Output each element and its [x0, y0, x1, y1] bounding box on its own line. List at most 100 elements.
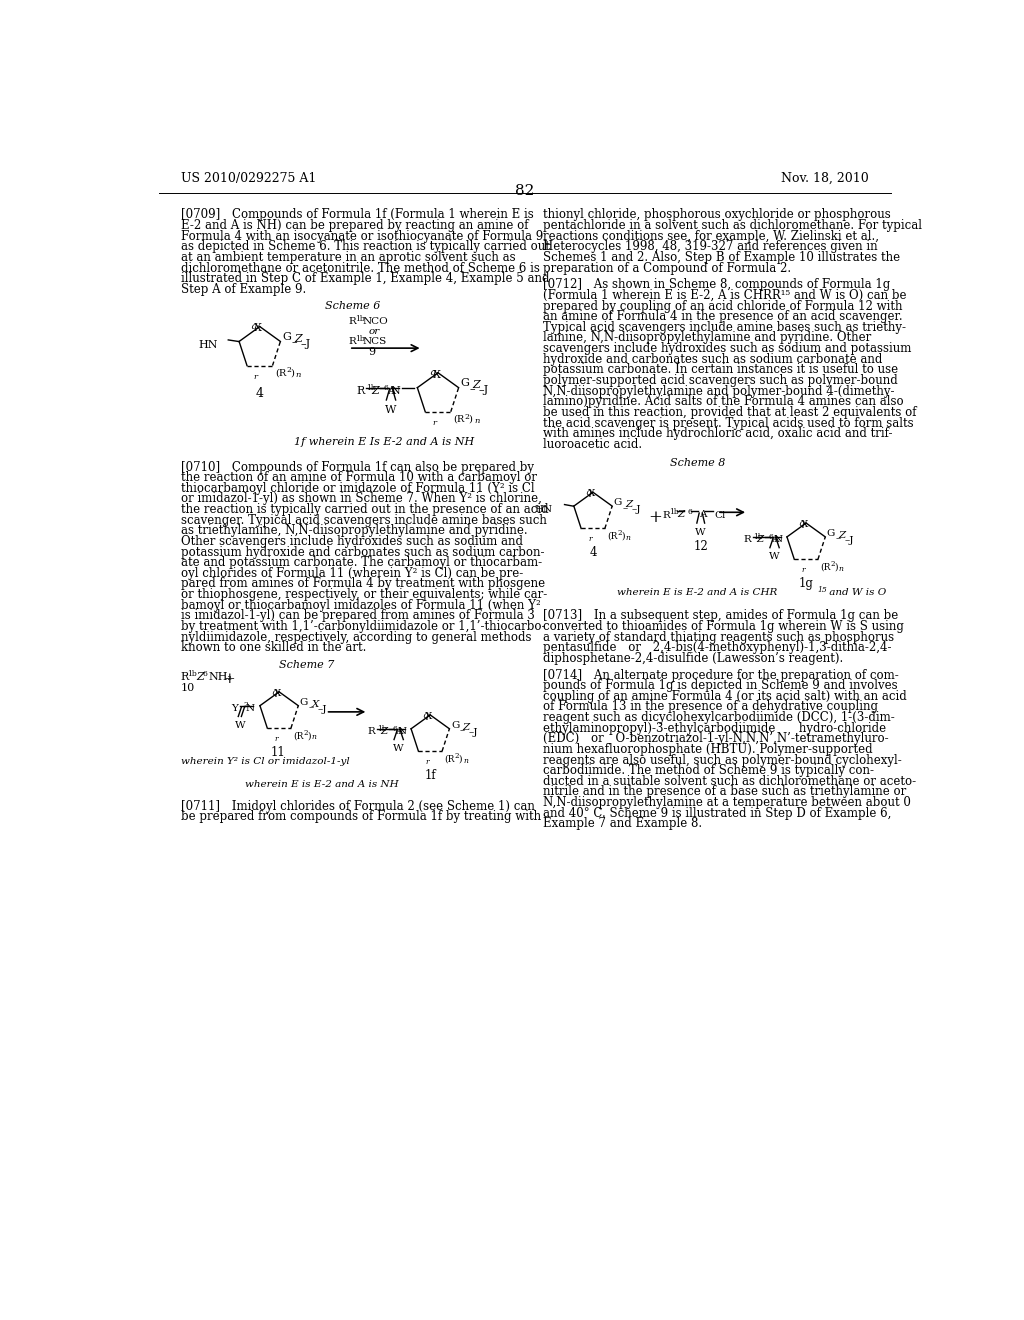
Text: ): ): [835, 562, 838, 572]
Text: (Formula 1 wherein E is E-2, A is CHRR¹⁵ and W is O) can be: (Formula 1 wherein E is E-2, A is CHRR¹⁵…: [543, 289, 906, 302]
Text: –: –: [469, 384, 475, 393]
Text: thiocarbamoyl chloride or imidazole of Formula 11 (Y² is Cl: thiocarbamoyl chloride or imidazole of F…: [180, 482, 535, 495]
Text: n: n: [463, 756, 468, 764]
Text: W: W: [385, 405, 396, 414]
Text: Formula 4 with an isocyanate or isothiocyanate of Formula 9: Formula 4 with an isocyanate or isothioc…: [180, 230, 543, 243]
Text: ): ): [291, 368, 294, 378]
Text: W: W: [234, 721, 245, 730]
Text: Typical acid scavengers include amine bases such as triethy-: Typical acid scavengers include amine ba…: [543, 321, 905, 334]
Text: A: A: [771, 536, 778, 544]
Text: lamine, N,N-diisopropylethylamine and pyridine. Other: lamine, N,N-diisopropylethylamine and py…: [543, 331, 870, 345]
Text: –: –: [460, 726, 465, 735]
Text: n: n: [626, 533, 631, 543]
Text: 4: 4: [589, 546, 597, 560]
Text: nitrile and in the presence of a base such as triethylamine or: nitrile and in the presence of a base su…: [543, 785, 906, 799]
Text: 2: 2: [303, 729, 308, 737]
Text: n: n: [312, 734, 316, 742]
Text: Cl: Cl: [714, 511, 725, 520]
Text: wherein Y² is Cl or imidazol-1-yl: wherein Y² is Cl or imidazol-1-yl: [180, 758, 349, 767]
Text: G: G: [826, 529, 836, 539]
Text: 1b: 1b: [669, 508, 679, 516]
Text: Example 7 and Example 8.: Example 7 and Example 8.: [543, 817, 701, 830]
Text: Other scavengers include hydroxides such as sodium and: Other scavengers include hydroxides such…: [180, 535, 522, 548]
Text: q: q: [423, 711, 428, 721]
Text: X: X: [273, 689, 282, 698]
Text: Z: Z: [839, 531, 846, 540]
Text: as depicted in Scheme 6. This reaction is typically carried out: as depicted in Scheme 6. This reaction i…: [180, 240, 550, 253]
Text: pared from amines of Formula 4 by treatment with phosgene: pared from amines of Formula 4 by treatm…: [180, 577, 545, 590]
Text: 11: 11: [270, 746, 285, 759]
Text: Step A of Example 9.: Step A of Example 9.: [180, 282, 306, 296]
Text: 6: 6: [203, 669, 207, 677]
Text: or: or: [369, 327, 380, 337]
Text: q: q: [586, 488, 591, 498]
Text: Heterocycles 1998, 48, 319-327 and references given in: Heterocycles 1998, 48, 319-327 and refer…: [543, 240, 878, 253]
Text: G: G: [451, 721, 460, 730]
Text: G: G: [460, 379, 469, 388]
Text: by treatment with 1,1’-carbonyldiimidazole or 1,1’-thiocarbo-: by treatment with 1,1’-carbonyldiimidazo…: [180, 620, 545, 632]
Text: pentasulfide or 2,4-bis(4-methoxyphenyl)-1,3-dithia-2,4-: pentasulfide or 2,4-bis(4-methoxyphenyl)…: [543, 642, 891, 655]
Text: q: q: [271, 688, 278, 697]
Text: (R: (R: [607, 532, 617, 541]
Text: oyl chlorides of Formula 11 (wherein Y² is Cl) can be pre-: oyl chlorides of Formula 11 (wherein Y² …: [180, 566, 523, 579]
Text: the reaction of an amine of Formula 10 with a carbamoyl or: the reaction of an amine of Formula 10 w…: [180, 471, 537, 484]
Text: A: A: [387, 387, 395, 396]
Text: 6: 6: [383, 384, 388, 392]
Text: coupling of an amine Formula 4 (or its acid salt) with an acid: coupling of an amine Formula 4 (or its a…: [543, 690, 906, 702]
Text: –: –: [291, 338, 297, 347]
Text: 2: 2: [617, 529, 622, 537]
Text: wherein E is E-2 and A is CHR: wherein E is E-2 and A is CHR: [617, 587, 778, 597]
Text: –J: –J: [845, 536, 854, 545]
Text: X: X: [254, 323, 262, 334]
Text: 1f wherein E Is E-2 and A is NH: 1f wherein E Is E-2 and A is NH: [294, 437, 474, 447]
Text: 9: 9: [369, 347, 376, 356]
Text: nyldiimidazole, respectively, according to general methods: nyldiimidazole, respectively, according …: [180, 631, 531, 644]
Text: –J: –J: [479, 385, 489, 396]
Text: Z: Z: [677, 510, 684, 519]
Text: 2: 2: [287, 367, 292, 375]
Text: r: r: [432, 420, 436, 428]
Text: pentachloride in a solvent such as dichloromethane. For typical: pentachloride in a solvent such as dichl…: [543, 219, 922, 232]
Text: 1b: 1b: [753, 533, 763, 541]
Text: and 40° C. Scheme 9 is illustrated in Step D of Example 6,: and 40° C. Scheme 9 is illustrated in St…: [543, 807, 891, 820]
Text: 10: 10: [180, 682, 195, 693]
Text: wherein E is E-2 and A is NH: wherein E is E-2 and A is NH: [245, 780, 398, 789]
Text: N,N-diisopropylethylamine and polymer-bound 4-(dimethy-: N,N-diisopropylethylamine and polymer-bo…: [543, 384, 894, 397]
Text: polymer-supported acid scavengers such as polymer-bound: polymer-supported acid scavengers such a…: [543, 374, 897, 387]
Text: Nov. 18, 2010: Nov. 18, 2010: [781, 173, 869, 185]
Text: [0714] An alternate procedure for the preparation of com-: [0714] An alternate procedure for the pr…: [543, 669, 898, 681]
Text: r: r: [274, 735, 278, 743]
Text: or thiophosgene, respectively, or their equivalents; while car-: or thiophosgene, respectively, or their …: [180, 587, 547, 601]
Text: A: A: [699, 510, 707, 519]
Text: –: –: [836, 535, 841, 544]
Text: US 2010/0292275 A1: US 2010/0292275 A1: [180, 173, 316, 185]
Text: –J: –J: [317, 705, 327, 714]
Text: G: G: [282, 333, 291, 342]
Text: Z: Z: [197, 672, 204, 682]
Text: carbodiimide. The method of Scheme 9 is typically con-: carbodiimide. The method of Scheme 9 is …: [543, 764, 873, 777]
Text: [0709] Compounds of Formula 1f (Formula 1 wherein E is: [0709] Compounds of Formula 1f (Formula …: [180, 209, 534, 222]
Text: 6: 6: [687, 508, 692, 516]
Text: 6: 6: [768, 533, 773, 541]
Text: ): ): [307, 731, 310, 741]
Text: 12: 12: [693, 540, 709, 553]
Text: lamino)pyridine. Acid salts of the Formula 4 amines can also: lamino)pyridine. Acid salts of the Formu…: [543, 395, 903, 408]
Text: hydroxide and carbonates such as sodium carbonate and: hydroxide and carbonates such as sodium …: [543, 352, 882, 366]
Text: 2: 2: [455, 752, 459, 760]
Text: –: –: [623, 504, 628, 512]
Text: G: G: [300, 698, 308, 708]
Text: bamoyl or thiocarbamoyl imidazoles of Formula 11 (when Y²: bamoyl or thiocarbamoyl imidazoles of Fo…: [180, 599, 541, 611]
Text: –J: –J: [300, 339, 311, 350]
Text: NCO: NCO: [362, 317, 388, 326]
Text: NCS: NCS: [362, 338, 387, 346]
Text: 6: 6: [392, 725, 397, 733]
Text: G: G: [613, 499, 623, 507]
Text: 1g: 1g: [799, 577, 813, 590]
Text: (R: (R: [293, 731, 304, 741]
Text: 4: 4: [256, 387, 264, 400]
Text: N,N-diisopropylethylamine at a temperature between about 0: N,N-diisopropylethylamine at a temperatu…: [543, 796, 910, 809]
Text: Z: Z: [294, 334, 302, 343]
Text: potassium hydroxide and carbonates such as sodium carbon-: potassium hydroxide and carbonates such …: [180, 545, 544, 558]
Text: +: +: [223, 672, 234, 686]
Text: R: R: [349, 338, 356, 346]
